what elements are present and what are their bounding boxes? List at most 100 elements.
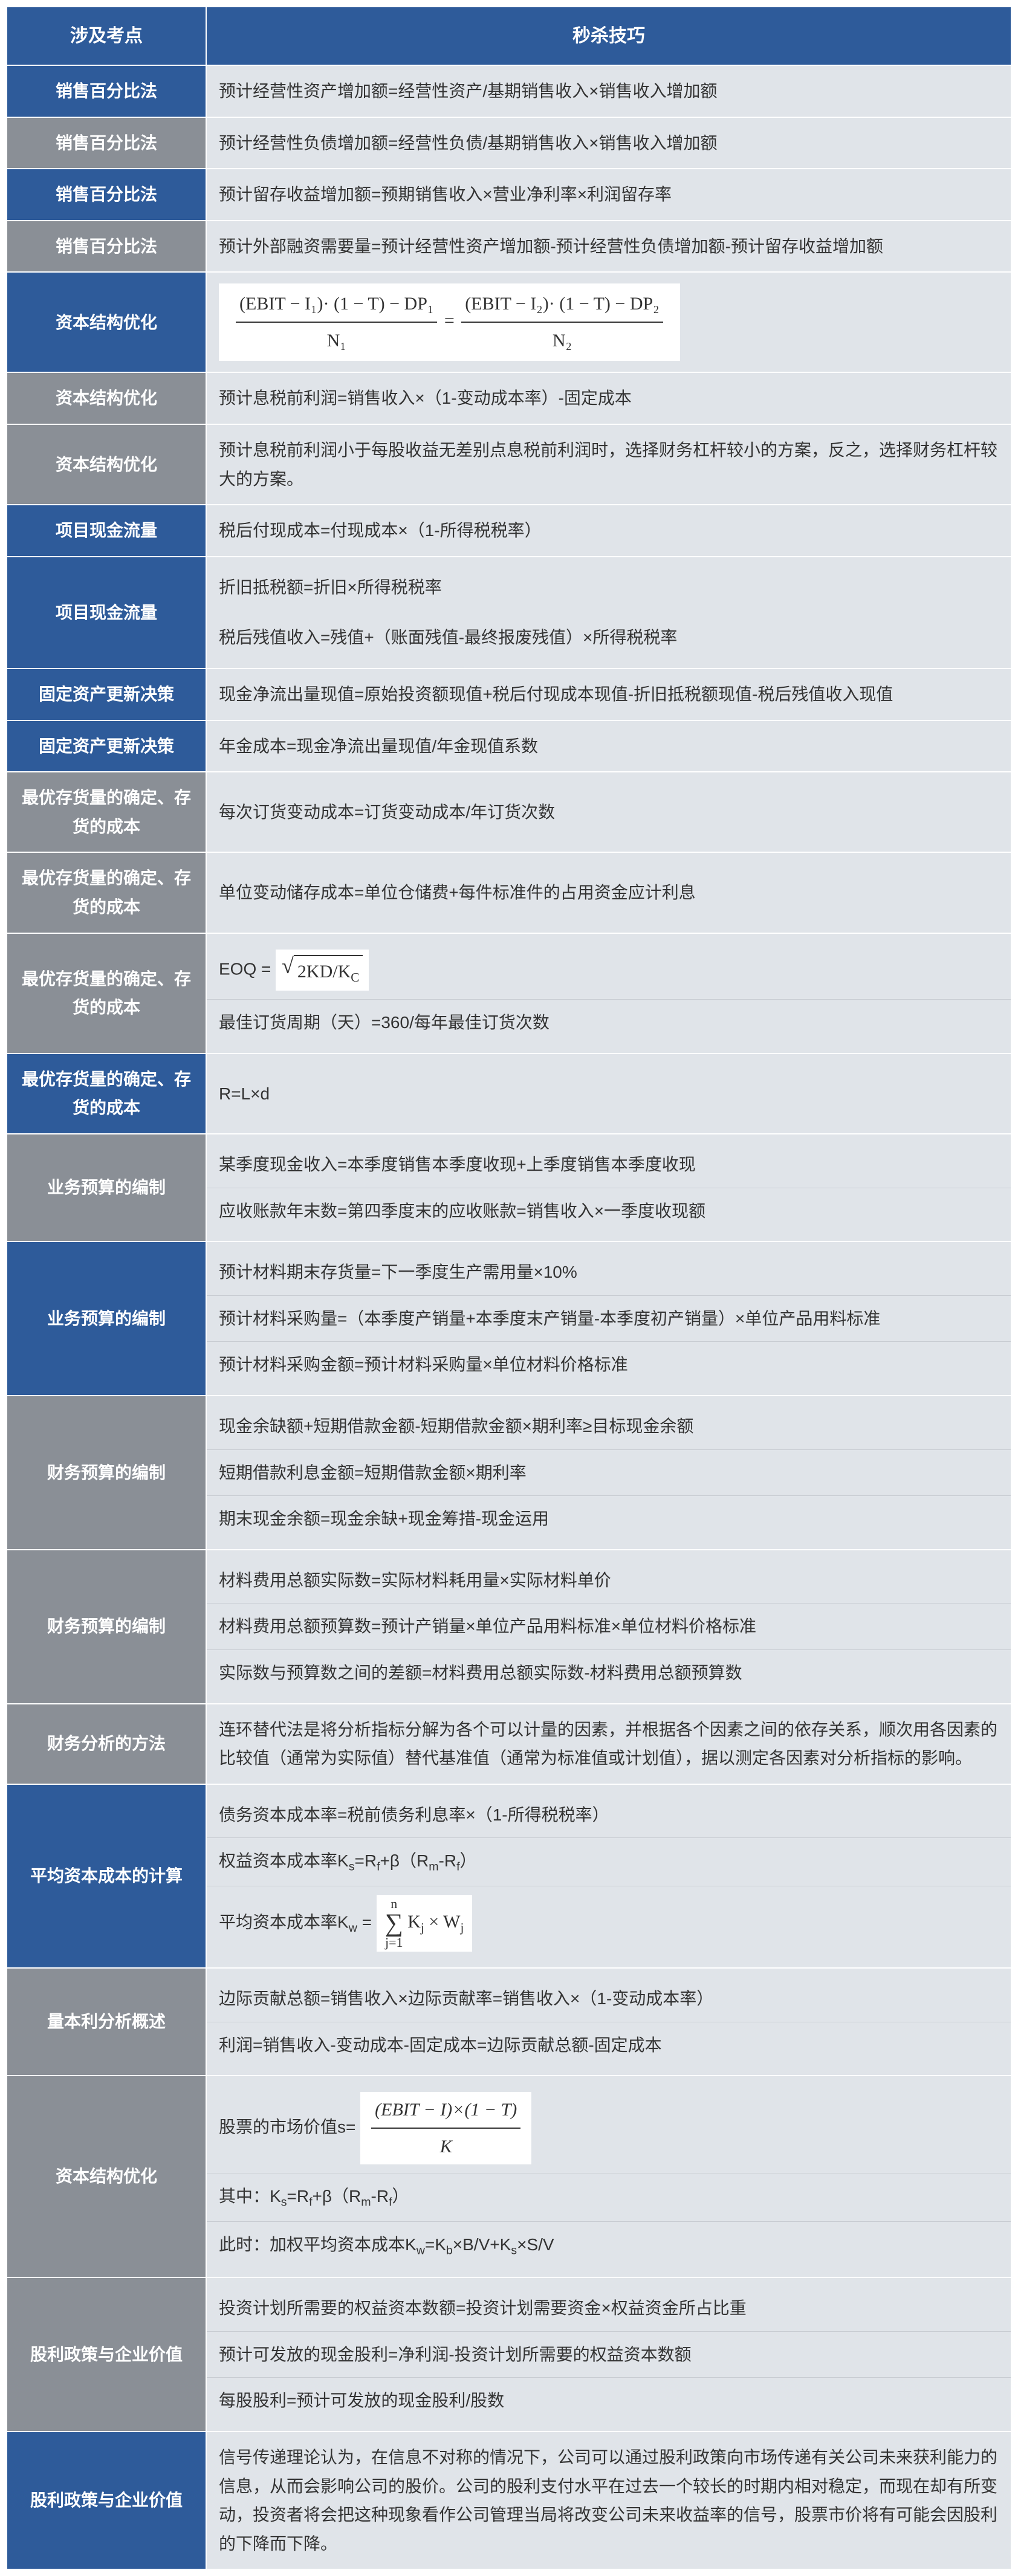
table-row: 销售百分比法预计经营性资产增加额=经营性资产/基期销售收入×销售收入增加额 [7,65,1011,117]
table-row: 资本结构优化预计息税前利润小于每股收益无差别点息税前利润时，选择财务杠杆较小的方… [7,424,1011,505]
table-row: 财务预算的编制 材料费用总额实际数=实际材料耗用量×实际材料单价 材料费用总额预… [7,1550,1011,1704]
eoq-label: EOQ = [219,959,271,978]
content-cell: EOQ = √2KD/KC 最佳订货周期（天）=360/每年最佳订货次数 [206,933,1011,1053]
content-cell: 税后付现成本=付现成本×（1-所得税税率） [206,505,1011,557]
content-cell: 预计经营性负债增加额=经营性负债/基期销售收入×销售收入增加额 [206,117,1011,169]
table-row: 销售百分比法预计留存收益增加额=预期销售收入×营业净利率×利润留存率 [7,169,1011,221]
topic-cell: 财务预算的编制 [7,1396,206,1550]
topic-cell: 销售百分比法 [7,117,206,169]
content-cell: 预计材料期末存货量=下一季度生产需用量×10% 预计材料采购量=（本季度产销量+… [206,1241,1011,1396]
divider [207,1837,1011,1838]
line-text: 利润=销售收入-变动成本-固定成本=边际贡献总额-固定成本 [219,2031,999,2060]
subscript: C [351,970,359,985]
topic-cell: 项目现金流量 [7,557,206,668]
line-text: 边际贡献总额=销售收入×边际贡献率=销售收入×（1-变动成本率） [219,1984,999,2013]
divider [207,999,1011,1000]
topic-cell: 平均资本成本的计算 [7,1784,206,1968]
header-topic: 涉及考点 [7,7,206,65]
line-text: 预计材料采购量=（本季度产销量+本季度末产销量-本季度初产销量）×单位产品用料标… [219,1304,999,1333]
sum-formula: n∑j=1 Kj × Wj [377,1895,473,1952]
line-text: 短期借款利息金额=短期借款金额×期利率 [219,1458,999,1487]
line-text: 实际数与预算数之间的差额=材料费用总额实际数-材料费用总额预算数 [219,1659,999,1688]
table-row: 项目现金流量税后付现成本=付现成本×（1-所得税税率） [7,505,1011,557]
header-row: 涉及考点 秒杀技巧 [7,7,1011,65]
divider [207,2377,1011,2378]
formula-indifference-point: (EBIT − I₁)· (1 − T) − DP₁N₁ = (EBIT − I… [219,283,680,361]
content-cell: 现金余缺额+短期借款金额-短期借款金额×期利率≥目标现金余额 短期借款利息金额=… [206,1396,1011,1550]
line-text: 每股股利=预计可发放的现金股利/股数 [219,2386,999,2415]
table-row: 销售百分比法预计经营性负债增加额=经营性负债/基期销售收入×销售收入增加额 [7,117,1011,169]
formula-denominator: N₂ [461,323,663,356]
table-row: 股利政策与企业价值信号传递理论认为，在信息不对称的情况下，公司可以通过股利政策向… [7,2432,1011,2569]
topic-cell: 固定资产更新决策 [7,720,206,772]
table-row: 量本利分析概述 边际贡献总额=销售收入×边际贡献率=销售收入×（1-变动成本率）… [7,1968,1011,2076]
divider [207,1295,1011,1296]
line-text: 折旧抵税额=折旧×所得税税率 [219,573,999,602]
content-cell: 边际贡献总额=销售收入×边际贡献率=销售收入×（1-变动成本率） 利润=销售收入… [206,1968,1011,2076]
table-row: 业务预算的编制 某季度现金收入=本季度销售本季度收现+上季度销售本季度收现 应收… [7,1134,1011,1241]
line-text: 其中：Ks=Rf+β（Rm-Rf） [219,2182,999,2213]
divider [207,1449,1011,1450]
content-cell: 现金净流出量现值=原始投资额现值+税后付现成本现值-折旧抵税额现值-税后残值收入… [206,668,1011,720]
divider [207,2221,1011,2222]
content-cell: 年金成本=现金净流出量现值/年金现值系数 [206,720,1011,772]
table-row: 资本结构优化 (EBIT − I₁)· (1 − T) − DP₁N₁ = (E… [7,272,1011,372]
table-row: 资本结构优化预计息税前利润=销售收入×（1-变动成本率）-固定成本 [7,372,1011,424]
topic-cell: 业务预算的编制 [7,1241,206,1396]
table-row: 最优存货量的确定、存货的成本 EOQ = √2KD/KC 最佳订货周期（天）=3… [7,933,1011,1053]
content-cell: 某季度现金收入=本季度销售本季度收现+上季度销售本季度收现 应收账款年末数=第四… [206,1134,1011,1241]
topic-cell: 销售百分比法 [7,221,206,273]
content-cell: (EBIT − I₁)· (1 − T) − DP₁N₁ = (EBIT − I… [206,272,1011,372]
content-cell: 投资计划所需要的权益资本数额=投资计划需要资金×权益资金所占比重 预计可发放的现… [206,2277,1011,2432]
divider [207,1649,1011,1650]
line-text: 投资计划所需要的权益资本数额=投资计划需要资金×权益资金所占比重 [219,2294,999,2323]
content-cell: 预计经营性资产增加额=经营性资产/基期销售收入×销售收入增加额 [206,65,1011,117]
line-text: 税后残值收入=残值+（账面残值-最终报废残值）×所得税税率 [219,623,999,652]
eoq-formula: √2KD/KC [276,950,369,991]
line-text: 权益资本成本率Ks=Rf+β（Rm-Rf） [219,1846,999,1877]
topic-cell: 销售百分比法 [7,65,206,117]
content-cell: 预计外部融资需要量=预计经营性资产增加额-预计经营性负债增加额-预计留存收益增加… [206,221,1011,273]
topic-cell: 资本结构优化 [7,424,206,505]
table-row: 平均资本成本的计算 债务资本成本率=税前债务利息率×（1-所得税税率） 权益资本… [7,1784,1011,1968]
content-cell: 每次订货变动成本=订货变动成本/年订货次数 [206,772,1011,852]
content-cell: R=L×d [206,1053,1011,1134]
line-text: 某季度现金收入=本季度销售本季度收现+上季度销售本季度收现 [219,1150,999,1179]
table-row: 业务预算的编制 预计材料期末存货量=下一季度生产需用量×10% 预计材料采购量=… [7,1241,1011,1396]
topic-cell: 资本结构优化 [7,272,206,372]
topic-cell: 最优存货量的确定、存货的成本 [7,772,206,852]
topic-cell: 最优存货量的确定、存货的成本 [7,1053,206,1134]
line-text: 材料费用总额实际数=实际材料耗用量×实际材料单价 [219,1566,999,1595]
sigma-icon: ∑ [385,1911,403,1936]
sqrt-content: 2KD/K [297,962,351,982]
table-row: 销售百分比法预计外部融资需要量=预计经营性资产增加额-预计经营性负债增加额-预计… [7,221,1011,273]
topic-cell: 股利政策与企业价值 [7,2432,206,2569]
divider [207,2331,1011,2332]
spacer [219,606,999,618]
topic-cell: 销售百分比法 [7,169,206,221]
line-text: 预计材料采购金额=预计材料采购量×单位材料价格标准 [219,1350,999,1379]
line-text: 预计可发放的现金股利=净利润-投资计划所需要的权益资本数额 [219,2340,999,2369]
line-text: 预计材料期末存货量=下一季度生产需用量×10% [219,1258,999,1287]
equals-sign: = [444,311,459,331]
wacc-line: 平均资本成本率Kw = n∑j=1 Kj × Wj [219,1895,999,1952]
divider [207,1341,1011,1342]
topic-cell: 资本结构优化 [7,372,206,424]
divider [207,1603,1011,1604]
content-cell: 材料费用总额实际数=实际材料耗用量×实际材料单价 材料费用总额预算数=预计产销量… [206,1550,1011,1704]
divider [207,1495,1011,1496]
stock-formula: (EBIT − I)×(1 − T)K [360,2092,531,2164]
table-row: 固定资产更新决策年金成本=现金净流出量现值/年金现值系数 [7,720,1011,772]
header-technique: 秒杀技巧 [206,7,1011,65]
content-cell: 预计息税前利润小于每股收益无差别点息税前利润时，选择财务杠杆较小的方案，反之，选… [206,424,1011,505]
content-cell: 股票的市场价值s= (EBIT − I)×(1 − T)K 其中：Ks=Rf+β… [206,2076,1011,2277]
line-text: 债务资本成本率=税前债务利息率×（1-所得税税率） [219,1801,999,1830]
content-cell: 折旧抵税额=折旧×所得税税率 税后残值收入=残值+（账面残值-最终报废残值）×所… [206,557,1011,668]
content-cell: 债务资本成本率=税前债务利息率×（1-所得税税率） 权益资本成本率Ks=Rf+β… [206,1784,1011,1968]
line-text: 此时：加权平均资本成本Kw=Kb×B/V+Ks×S/V [219,2230,999,2261]
topic-cell: 股利政策与企业价值 [7,2277,206,2432]
content-cell: 单位变动储存成本=单位仓储费+每件标准件的占用资金应计利息 [206,852,1011,933]
topic-cell: 项目现金流量 [7,505,206,557]
topic-cell: 业务预算的编制 [7,1134,206,1241]
table-row: 最优存货量的确定、存货的成本R=L×d [7,1053,1011,1134]
